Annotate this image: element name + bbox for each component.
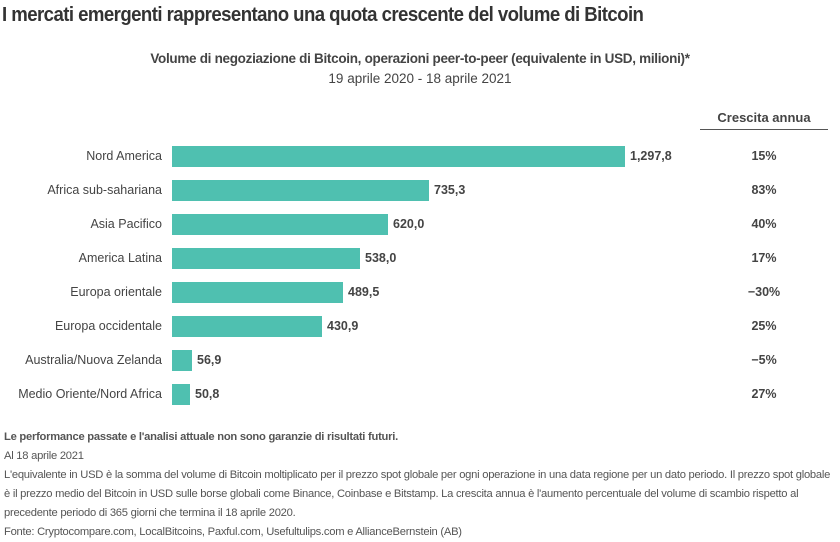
category-label: Nord America bbox=[86, 149, 162, 163]
footnote-as-of: Al 18 aprile 2021 bbox=[4, 450, 84, 462]
annual-growth-value: 15% bbox=[751, 149, 777, 163]
bar-value-label: 620,0 bbox=[393, 217, 425, 231]
bar-row: Africa sub-sahariana 735,3 83% bbox=[0, 180, 840, 201]
bar-row: Medio Oriente/Nord Africa 50,8 27% bbox=[0, 384, 840, 405]
category-label: Asia Pacifico bbox=[90, 217, 162, 231]
bar-value-label: 489,5 bbox=[348, 285, 380, 299]
bar-row: Europa occidentale 430,9 25% bbox=[0, 316, 840, 337]
footnotes: Le performance passate e l'analisi attua… bbox=[4, 428, 836, 542]
bar-row: Nord America 1,297,8 15% bbox=[0, 146, 840, 167]
footnote-source: Fonte: Cryptocompare.com, LocalBitcoins,… bbox=[4, 526, 462, 538]
bar bbox=[172, 146, 625, 167]
bar-value-label: 538,0 bbox=[365, 251, 397, 265]
bar-row: America Latina 538,0 17% bbox=[0, 248, 840, 269]
bar bbox=[172, 350, 192, 371]
bar-value-label: 56,9 bbox=[197, 353, 222, 367]
category-label: America Latina bbox=[78, 251, 162, 265]
bar-chart: Nord America 1,297,8 15% Africa sub-saharia… bbox=[0, 146, 840, 405]
bar-value-label: 1,297,8 bbox=[630, 149, 672, 163]
bar bbox=[172, 384, 190, 405]
bar-value-label: 735,3 bbox=[434, 183, 466, 197]
chart-title: I mercati emergenti rappresentano una qu… bbox=[2, 4, 644, 26]
annual-growth-value: 83% bbox=[751, 183, 777, 197]
annual-growth-value: 40% bbox=[751, 217, 777, 231]
annual-growth-value: 17% bbox=[751, 251, 777, 265]
footnote-definition: L'equivalente in USD è la somma del volu… bbox=[4, 469, 831, 519]
annual-growth-value: 25% bbox=[751, 319, 777, 333]
bar-row: Australia/Nuova Zelanda 56,9 −5% bbox=[0, 350, 840, 371]
growth-header-underline bbox=[700, 129, 828, 130]
bar bbox=[172, 248, 360, 269]
annual-growth-value: −30% bbox=[747, 285, 781, 299]
annual-growth-value: −5% bbox=[751, 353, 777, 367]
bar bbox=[172, 316, 322, 337]
bar-row: Asia Pacifico 620,0 40% bbox=[0, 214, 840, 235]
bar bbox=[172, 180, 429, 201]
bar-row: Europa orientale 489,5 −30% bbox=[0, 282, 840, 303]
category-label: Europa occidentale bbox=[54, 319, 162, 333]
growth-column-header: Crescita annua bbox=[717, 110, 811, 125]
chart-subtitle: Volume di negoziazione di Bitcoin, opera… bbox=[150, 51, 690, 66]
bar bbox=[172, 282, 343, 303]
annual-growth-value: 27% bbox=[751, 387, 777, 401]
chart-date-range: 19 aprile 2020 - 18 aprile 2021 bbox=[328, 71, 512, 86]
bar bbox=[172, 214, 388, 235]
category-label: Europa orientale bbox=[70, 285, 162, 299]
category-label: Medio Oriente/Nord Africa bbox=[18, 387, 162, 401]
category-label: Africa sub-sahariana bbox=[47, 183, 162, 197]
category-label: Australia/Nuova Zelanda bbox=[25, 353, 162, 367]
footnote-disclaimer: Le performance passate e l'analisi attua… bbox=[4, 431, 398, 443]
bar-value-label: 50,8 bbox=[195, 387, 220, 401]
bar-value-label: 430,9 bbox=[327, 319, 359, 333]
